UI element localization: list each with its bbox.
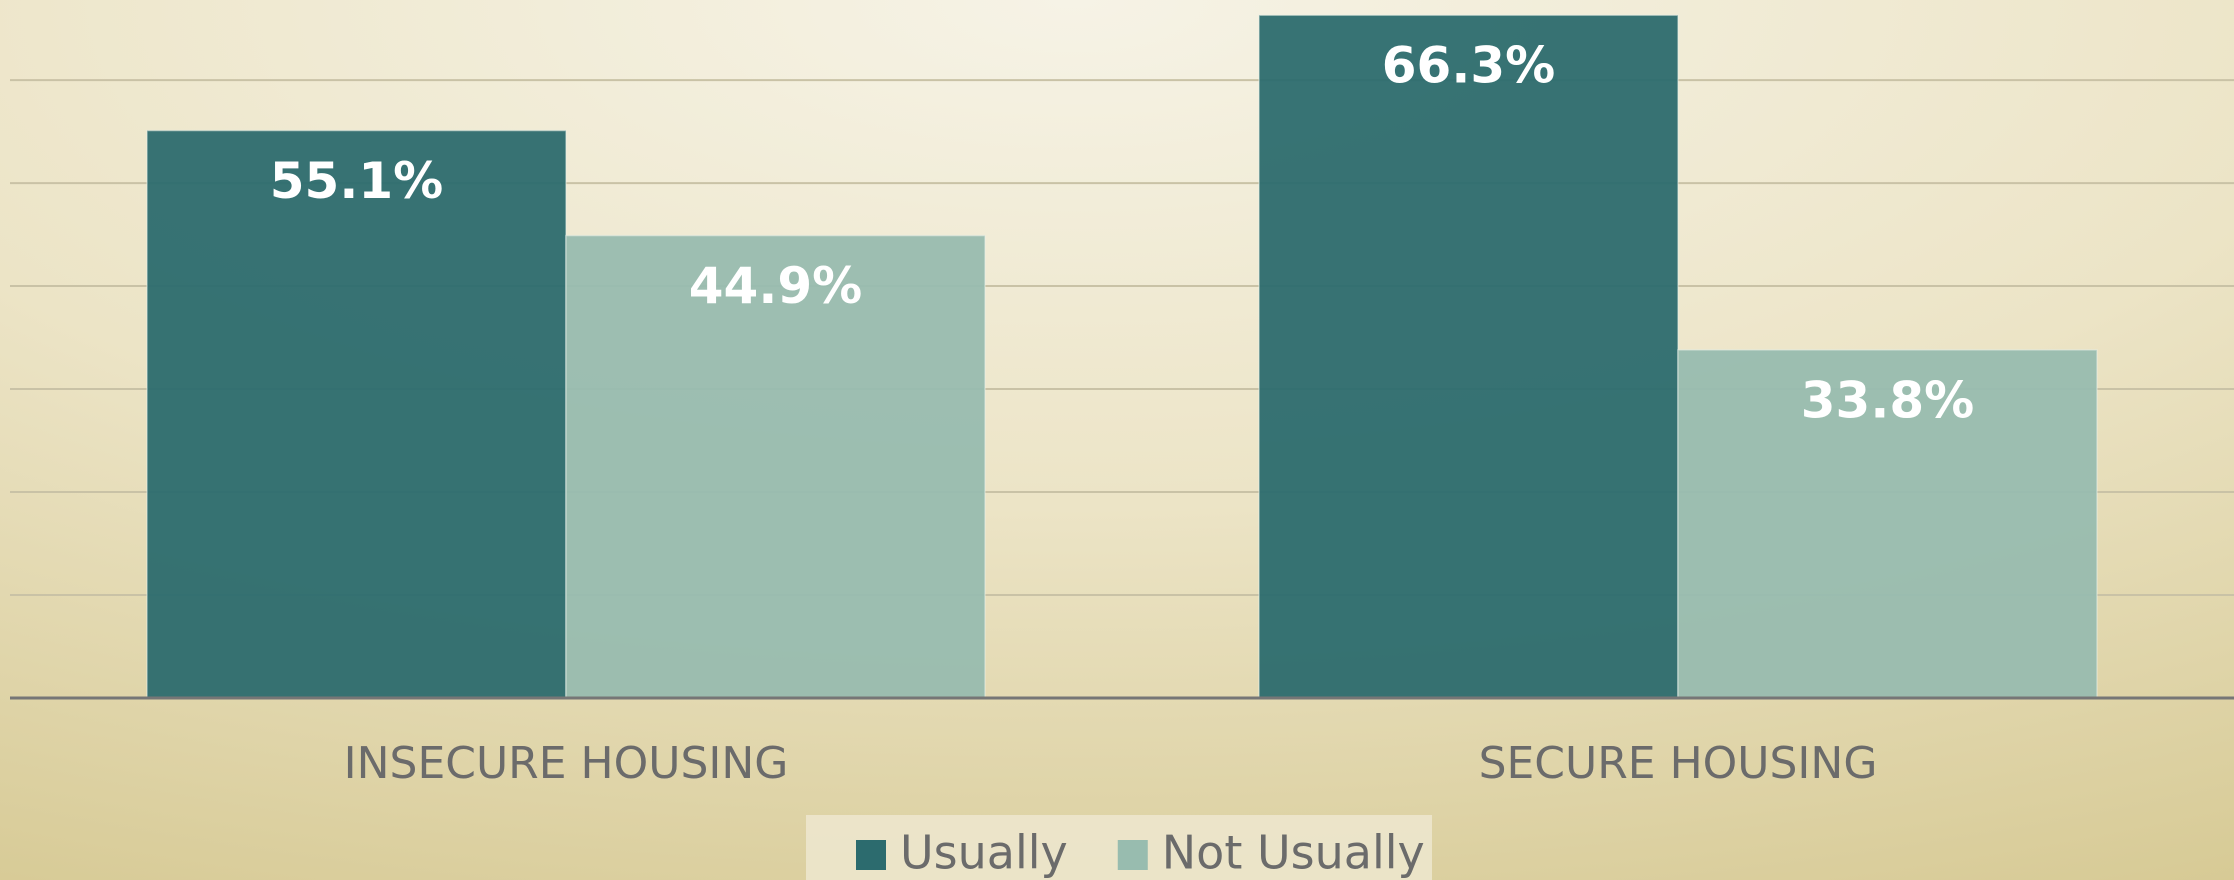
legend-swatch: [856, 840, 886, 870]
data-label: 66.3%: [1382, 37, 1555, 95]
data-label: 44.9%: [689, 257, 862, 315]
legend-label: Usually: [900, 826, 1068, 880]
x-tick-label: INSECURE HOUSING: [344, 738, 789, 789]
x-tick-label: SECURE HOUSING: [1479, 738, 1878, 789]
data-label: 33.8%: [1801, 371, 1974, 429]
bar: [146, 129, 567, 699]
bar: [565, 234, 986, 699]
data-label: 55.1%: [270, 152, 443, 210]
bar: [1258, 14, 1679, 699]
legend-swatch: [1117, 840, 1148, 870]
bar: [1677, 349, 2098, 699]
legend-label: Not Usually: [1162, 826, 1425, 880]
